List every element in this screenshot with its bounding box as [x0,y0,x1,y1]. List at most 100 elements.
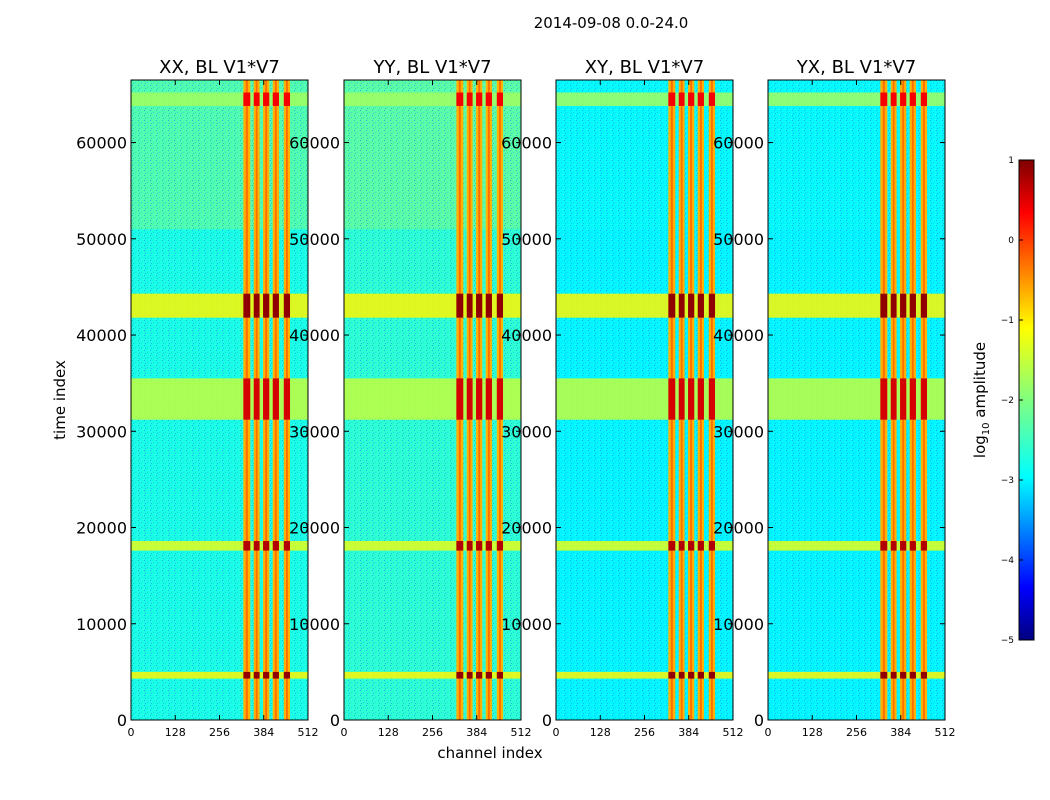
y-tick-label: 30000 [501,422,552,441]
panel-title: YX, BL V1*V7 [796,57,916,78]
rfi-hotspot [688,293,695,318]
rfi-time-band [768,540,945,551]
y-tick-label: 50000 [501,230,552,249]
rfi-hotspot [272,378,279,420]
rfi-hotspot [485,671,492,679]
colorbar-tick-label: −3 [1001,476,1014,486]
rfi-hotspot [272,540,279,551]
rfi-hotspot [708,671,716,679]
y-tick-label: 30000 [76,422,127,441]
rfi-hotspot [476,540,483,551]
rfi-hotspot [880,92,888,106]
rfi-hotspot [485,293,492,318]
rfi-hotspot [668,92,676,106]
colorbar-tick-label: −2 [1001,396,1014,406]
x-tick-label: 512 [723,726,744,739]
rfi-hotspot [688,671,695,679]
rfi-hotspot [900,540,907,551]
rfi-hotspot [476,92,483,106]
rfi-hotspot [697,293,704,318]
rfi-hotspot [466,671,473,679]
panel-title: XX, BL V1*V7 [159,57,280,78]
rfi-time-band [556,293,733,318]
rfi-hotspot [263,293,270,318]
y-tick-label: 0 [754,711,764,730]
rfi-hotspot [697,378,704,420]
rfi-hotspot [283,92,291,106]
rfi-hotspot [283,293,291,318]
rfi-hotspot [920,378,928,420]
colorbar: 1 0 −1 −2 −3 −4 −5 log10 amplitude [971,156,1035,646]
x-tick-label: 256 [846,726,867,739]
panel-0: XX, BL V1*V7 0 128 256 384 512 0 10000 20000 3000… [76,57,318,739]
y-tick-label: 40000 [501,326,552,345]
x-tick-label: 128 [590,726,611,739]
rfi-hotspot [476,293,483,318]
rfi-hotspot [668,378,676,420]
rfi-hotspot [496,671,504,679]
rfi-time-band [768,378,945,420]
y-tick-label: 40000 [713,326,764,345]
rfi-hotspot [485,92,492,106]
x-axis-label: channel index [437,744,542,762]
rfi-hotspot [283,540,291,551]
x-tick-label: 512 [935,726,956,739]
panel-2: XY, BL V1*V7 0 128 256 384 512 0 10000 20000 3000… [501,57,743,739]
y-tick-label: 10000 [713,615,764,634]
rfi-hotspot [283,378,291,420]
x-tick-label: 128 [802,726,823,739]
x-tick-label: 256 [634,726,655,739]
rfi-hotspot [456,540,464,551]
rfi-hotspot [668,540,676,551]
x-tick-label: 512 [298,726,319,739]
rfi-hotspot [678,378,685,420]
rfi-hotspot [263,671,270,679]
rfi-hotspot [920,671,928,679]
rfi-hotspot [243,540,251,551]
x-tick-label: 0 [341,726,348,739]
x-tick-label: 384 [890,726,911,739]
rfi-hotspot [688,540,695,551]
x-tick-label: 384 [678,726,699,739]
y-tick-label: 30000 [289,422,340,441]
y-tick-label: 60000 [76,134,127,153]
figure-suptitle: 2014-09-08 0.0-24.0 [534,14,689,32]
rfi-hotspot [880,540,888,551]
rfi-hotspot [688,92,695,106]
rfi-hotspot [496,378,504,420]
rfi-hotspot [909,293,916,318]
rfi-time-band [131,92,308,106]
y-tick-label: 30000 [713,422,764,441]
rfi-hotspot [890,540,897,551]
y-axis-label: time index [51,360,69,440]
panel-3: YX, BL V1*V7 0 128 256 384 512 0 10000 20000 3000… [713,57,955,739]
x-tick-label: 384 [466,726,487,739]
rfi-hotspot [697,671,704,679]
rfi-hotspot [253,378,260,420]
rfi-time-band [344,540,521,551]
rfi-hotspot [253,540,260,551]
y-tick-label: 10000 [289,615,340,634]
rfi-time-band [556,92,733,106]
rfi-hotspot [900,92,907,106]
rfi-hotspot [890,671,897,679]
rfi-time-band [131,293,308,318]
y-tick-label: 0 [117,711,127,730]
rfi-hotspot [272,293,279,318]
rfi-hotspot [900,378,907,420]
panel-title: XY, BL V1*V7 [585,57,704,78]
y-tick-label: 20000 [713,519,764,538]
rfi-hotspot [263,540,270,551]
rfi-hotspot [880,671,888,679]
rfi-hotspot [708,92,716,106]
rfi-hotspot [456,293,464,318]
rfi-hotspot [253,92,260,106]
rfi-hotspot [243,378,251,420]
x-tick-label: 0 [553,726,560,739]
x-tick-label: 128 [378,726,399,739]
rfi-hotspot [466,378,473,420]
x-tick-label: 384 [253,726,274,739]
rfi-hotspot [243,671,251,679]
rfi-hotspot [708,293,716,318]
